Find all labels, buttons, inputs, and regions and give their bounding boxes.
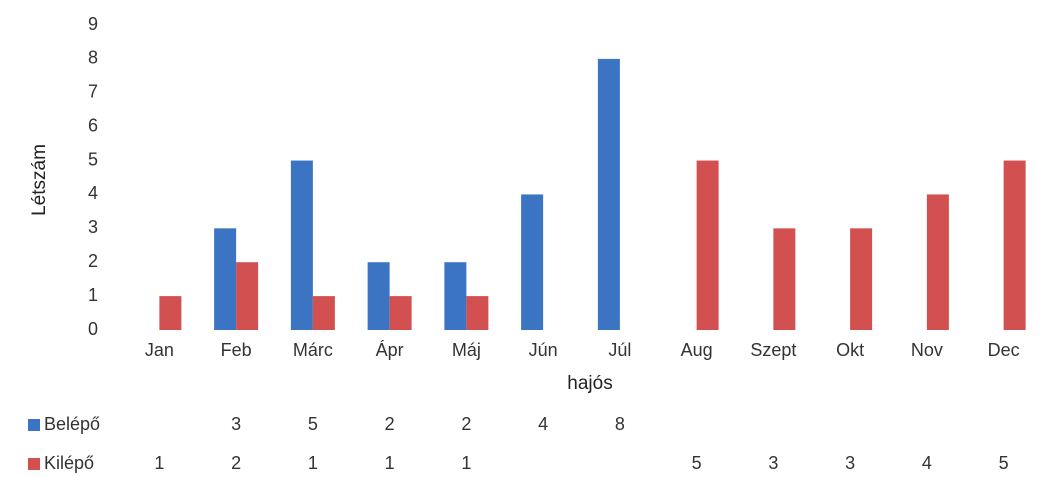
y-tick-label: 1: [88, 285, 98, 305]
x-tick-label: Nov: [911, 340, 943, 360]
table-value: 1: [461, 453, 471, 473]
table-value: 5: [308, 414, 318, 434]
x-tick-label: Dec: [988, 340, 1020, 360]
bar: [850, 228, 873, 330]
table-value: 1: [308, 453, 318, 473]
legend-swatch: [28, 419, 40, 431]
x-tick-label: Márc: [293, 340, 333, 360]
bar: [389, 296, 412, 330]
table-value: 1: [385, 453, 395, 473]
bar: [597, 58, 620, 331]
bar: [367, 262, 390, 330]
x-tick-label: Ápr: [376, 340, 404, 360]
y-tick-label: 7: [88, 82, 98, 102]
table-value: 3: [768, 453, 778, 473]
table-value: 5: [999, 453, 1009, 473]
y-tick-label: 8: [88, 48, 98, 68]
legend-swatch: [28, 458, 40, 470]
table-value: 1: [154, 453, 164, 473]
table-value: 2: [461, 414, 471, 434]
table-value: 4: [538, 414, 548, 434]
y-tick-label: 3: [88, 217, 98, 237]
legend-label: Kilépő: [44, 453, 94, 473]
table-value: 4: [922, 453, 932, 473]
table-value: 3: [231, 414, 241, 434]
x-tick-label: Jan: [145, 340, 174, 360]
legend-label: Belépő: [44, 414, 100, 434]
bar: [926, 194, 949, 330]
bar: [773, 228, 796, 330]
x-tick-label: Feb: [221, 340, 252, 360]
y-tick-label: 6: [88, 115, 98, 135]
x-tick-label: Aug: [681, 340, 713, 360]
bar: [214, 228, 237, 330]
bar: [696, 160, 719, 330]
bar: [444, 262, 467, 330]
bar: [521, 194, 544, 330]
bar: [236, 262, 259, 330]
bar: [290, 160, 313, 330]
bar: [312, 296, 335, 330]
y-tick-label: 4: [88, 183, 98, 203]
y-tick-label: 9: [88, 14, 98, 34]
y-tick-label: 2: [88, 251, 98, 271]
bar: [159, 296, 182, 330]
x-axis-title: hajós: [567, 373, 612, 394]
bar: [1003, 160, 1026, 330]
table-value: 5: [692, 453, 702, 473]
x-tick-label: Jún: [529, 340, 558, 360]
x-tick-label: Júl: [608, 340, 631, 360]
table-value: 2: [385, 414, 395, 434]
table-value: 8: [615, 414, 625, 434]
table-value: 2: [231, 453, 241, 473]
y-axis-title: Létszám: [29, 144, 50, 216]
bar: [466, 296, 489, 330]
y-tick-label: 0: [88, 319, 98, 339]
table-value: 3: [845, 453, 855, 473]
x-tick-label: Okt: [836, 340, 864, 360]
y-tick-label: 5: [88, 149, 98, 169]
x-tick-label: Máj: [452, 340, 481, 360]
x-tick-label: Szept: [750, 340, 796, 360]
